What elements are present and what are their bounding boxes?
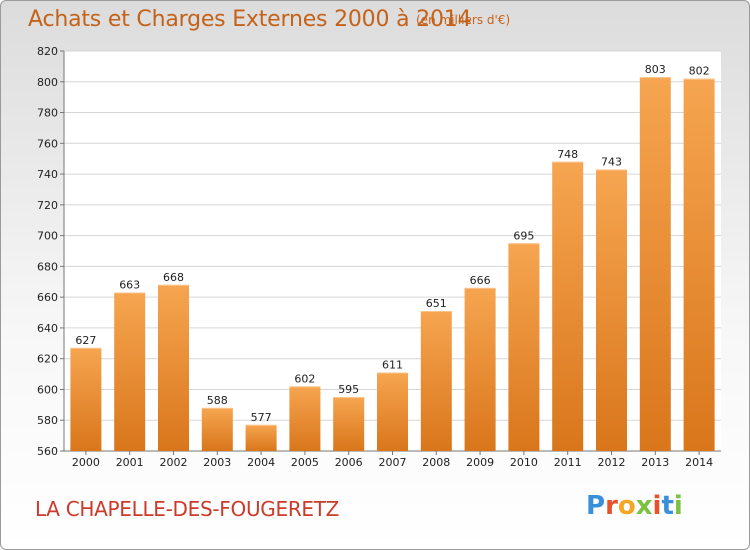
x-tick-label: 2011 — [554, 456, 582, 469]
y-tick-label: 780 — [37, 107, 58, 120]
proxiti-logo: Proxiti — [586, 491, 683, 521]
bar — [289, 386, 321, 451]
y-tick-label: 820 — [37, 45, 58, 58]
data-label: 743 — [601, 155, 622, 168]
x-tick-label: 2000 — [72, 456, 100, 469]
y-tick-label: 640 — [37, 322, 58, 335]
logo-letter: i — [673, 491, 683, 521]
x-tick-label: 2001 — [116, 456, 144, 469]
x-tick-label: 2006 — [335, 456, 363, 469]
x-tick-label: 2002 — [160, 456, 188, 469]
logo-letter: i — [652, 491, 662, 521]
bar — [245, 424, 277, 451]
y-tick-label: 560 — [37, 445, 58, 458]
x-tick-label: 2014 — [685, 456, 713, 469]
data-label: 748 — [557, 148, 578, 161]
logo-letter: t — [661, 491, 674, 521]
y-tick-label: 800 — [37, 76, 58, 89]
x-tick-label: 2013 — [641, 456, 669, 469]
logo-letter: r — [605, 491, 618, 521]
x-tick-label: 2012 — [598, 456, 626, 469]
bar — [420, 311, 452, 451]
data-label: 695 — [513, 229, 534, 242]
x-tick-label: 2008 — [422, 456, 450, 469]
data-label: 595 — [338, 383, 359, 396]
bar — [683, 78, 715, 451]
bar — [70, 347, 102, 451]
commune-name: LA CHAPELLE-DES-FOUGERETZ — [35, 497, 340, 521]
bar — [596, 169, 627, 451]
data-label: 663 — [119, 279, 140, 292]
logo-letter: o — [617, 491, 636, 521]
chart-subtitle: (en milliers d'€) — [416, 13, 511, 27]
y-tick-label: 680 — [37, 260, 58, 273]
y-tick-label: 720 — [37, 199, 58, 212]
y-tick-label: 760 — [37, 137, 58, 150]
data-label: 577 — [251, 411, 272, 424]
bar — [377, 372, 408, 451]
logo-letter: P — [586, 491, 606, 521]
x-tick-label: 2003 — [203, 456, 231, 469]
x-tick-label: 2010 — [510, 456, 538, 469]
chart-title: Achats et Charges Externes 2000 à 2014 — [28, 7, 472, 32]
bar — [158, 284, 189, 451]
plot-area: 560 580 600 620 640 660 680 700 720 740 760 780 800 8… — [37, 45, 721, 469]
data-label: 602 — [294, 372, 315, 385]
bar — [508, 243, 540, 451]
y-tick-label: 700 — [37, 230, 58, 243]
x-tick-label: 2004 — [247, 456, 275, 469]
bar — [639, 77, 671, 452]
y-tick-label: 740 — [37, 168, 58, 181]
data-label: 588 — [207, 394, 228, 407]
bar — [201, 407, 233, 451]
y-tick-label: 620 — [37, 353, 58, 366]
x-tick-label: 2005 — [291, 456, 319, 469]
y-tick-label: 580 — [37, 414, 58, 427]
logo-letter: x — [635, 491, 653, 521]
bar — [552, 161, 584, 451]
y-tick-label: 600 — [37, 383, 58, 396]
data-label: 627 — [75, 334, 96, 347]
data-label: 651 — [426, 297, 447, 310]
data-label: 668 — [163, 271, 184, 284]
data-label: 666 — [470, 274, 491, 287]
data-label: 802 — [689, 65, 710, 78]
y-tick-label: 660 — [37, 291, 58, 304]
bar — [333, 397, 365, 451]
x-tick-label: 2009 — [466, 456, 494, 469]
data-label: 803 — [645, 63, 666, 76]
bar — [464, 287, 496, 451]
bar — [114, 292, 146, 451]
data-label: 611 — [382, 359, 403, 372]
x-tick-label: 2007 — [379, 456, 407, 469]
